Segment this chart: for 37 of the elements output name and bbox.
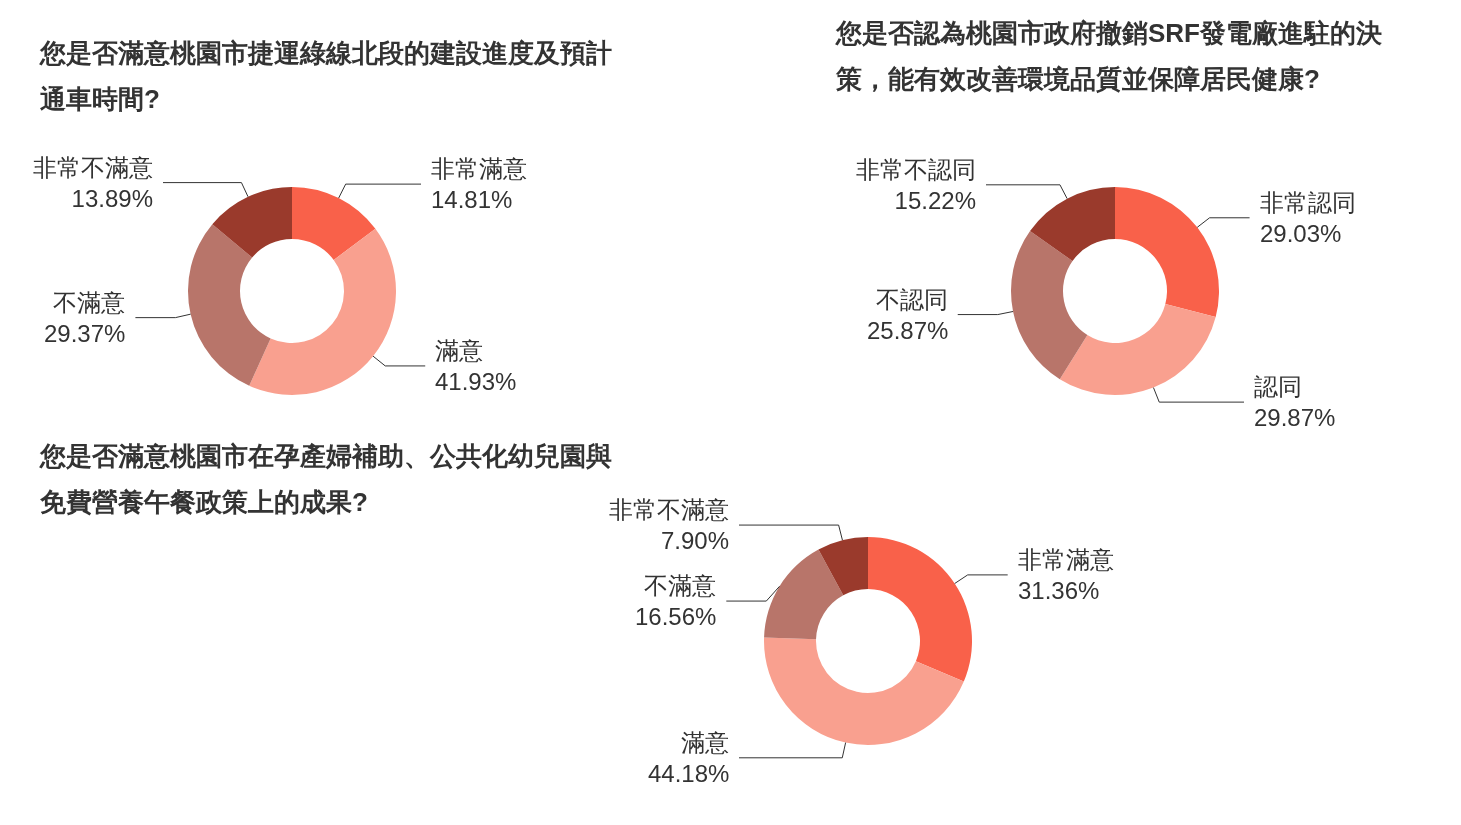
slice-label: 滿意: [435, 337, 483, 364]
slice-label: 不滿意: [53, 289, 126, 316]
data-label: 14.81%: [431, 186, 513, 214]
data-label: 29.87%: [1254, 404, 1336, 432]
data-label: 16.56%: [635, 603, 717, 631]
donut-slice: [1115, 187, 1219, 318]
data-label: 41.93%: [435, 368, 517, 396]
donut-slice: [1030, 187, 1115, 262]
slice-label: 非常不認同: [856, 156, 976, 183]
data-label: 25.87%: [867, 317, 949, 345]
donut-slice: [188, 224, 271, 386]
donut-slice: [1011, 231, 1088, 380]
donut-slice: [868, 537, 972, 682]
data-label: 15.22%: [894, 187, 976, 215]
slice-label: 認同: [1254, 373, 1302, 400]
slice-label: 非常不滿意: [33, 154, 153, 181]
chart-title: 您是否認為桃園市政府撤銷SRF發電廠進駐的決策，能有效改善環境品質並保障居民健康?: [836, 17, 1383, 96]
donut-slice: [818, 537, 868, 596]
donut-slice: [212, 187, 292, 258]
slice-label: 滿意: [681, 729, 730, 756]
donut-slice: [764, 549, 844, 640]
slice-label: 非常滿意: [431, 155, 527, 182]
chart-title: 您是否滿意桃園市捷運綠線北段的建設進度及預計通車時間?: [40, 37, 613, 116]
donut-slice: [249, 228, 396, 395]
data-label: 7.90%: [660, 527, 729, 555]
data-label: 44.18%: [648, 760, 730, 788]
slice-label: 非常認同: [1260, 189, 1356, 216]
slice-label: 不認同: [876, 286, 949, 313]
slice-label: 不滿意: [644, 572, 717, 599]
donut-slice: [764, 637, 964, 745]
data-label: 31.36%: [1018, 577, 1100, 605]
data-label: 29.37%: [44, 320, 126, 348]
slice-label: 非常滿意: [1018, 546, 1114, 573]
donut-slice: [1059, 304, 1216, 395]
data-label: 29.03%: [1260, 220, 1342, 248]
donut-slice: [292, 187, 376, 260]
data-label: 13.89%: [71, 185, 153, 213]
